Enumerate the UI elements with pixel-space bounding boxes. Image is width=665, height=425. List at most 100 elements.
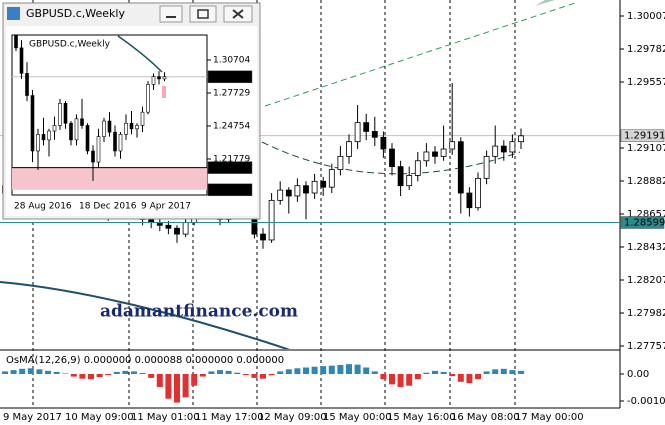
osma-bar [165,374,172,399]
candle-body [406,175,413,187]
candle-body [311,180,318,194]
osma-bar [294,368,301,374]
osma-bar [311,366,318,374]
price-tick-label: 1.28657 [627,209,665,220]
osma-bar [440,371,447,374]
osma-bar [242,374,249,376]
osma-bar [303,367,309,374]
osma-bar [268,374,275,376]
osma-bar [380,374,387,380]
inset-current-price-label-box [207,70,253,84]
inset-candle-body [14,35,18,49]
osma-bar [346,364,352,374]
osma-bar [88,374,94,380]
osma-bar [199,374,206,377]
window-controls[interactable] [159,5,253,23]
window-icon [7,7,20,20]
price-tick-label: 1.30007 [627,11,665,22]
inset-price-label: 1.21779 [213,154,250,164]
restore-button[interactable] [189,5,217,23]
inset-candle-body [85,125,90,152]
osma-bar [131,371,137,374]
inset-candle-body [118,134,123,152]
osma-bar [457,374,464,382]
candle-body [182,221,189,235]
inset-candle-body [146,84,150,113]
osma-bar [466,374,473,384]
osma-bar [19,368,26,374]
osma-bar [96,374,103,378]
time-label: 17 May 00:00 [515,412,584,423]
osma-bar [156,374,163,387]
osma-bar [363,367,370,374]
candle-body [371,131,378,138]
inset-moving-average [117,35,163,73]
inset-candle-body [102,120,106,137]
candle-body [285,189,292,197]
arrow-marker [535,0,555,6]
candle-body [414,160,421,176]
price-tick-label: 1.28432 [627,242,665,253]
inset-candle-body [91,150,95,163]
watermark: adamantfinance.com [100,302,298,322]
osma-bar [225,370,232,374]
osma-bar [518,370,524,374]
osma-bar [62,373,69,374]
osma-bar [174,374,180,403]
osma-bar [79,374,86,379]
osma-bar [337,364,344,374]
candle-body [440,148,447,157]
candle-body [260,233,266,241]
time-label: 16 May 08:00 [451,412,520,423]
osma-bar [397,374,404,387]
inset-current-price-label: 1.29191 [211,72,248,82]
osma-bar [449,374,456,377]
osma-bar [285,369,292,374]
inset-candle-body [129,122,134,130]
candle-body [518,135,524,143]
inset-candle-body [151,76,156,85]
channel-line [264,2,576,107]
inset-candle-body [30,95,35,152]
osma-bar [354,364,361,374]
zone-top-label-box [207,161,253,174]
osma-bar [234,372,241,374]
inset-candle-body [107,120,112,133]
time-label: 11 May 17:00 [195,412,264,423]
inset-candle-body [96,136,101,163]
indicator-label: OsMA(12,26,9) 0.000000 0.000088 0.000000… [6,355,284,366]
moving-average [0,281,291,349]
minimize-button[interactable] [159,5,183,23]
candle-body [148,219,155,223]
indicator-tick-label: -0.00104 [627,396,665,407]
candle-body [449,141,456,150]
candle-body [165,224,172,229]
zone-bottom-label-box [207,183,253,197]
inset-date-label: 18 Dec 2016 [79,202,137,212]
inset-price-label: 1.24754 [213,121,250,131]
osma-bar [432,370,438,374]
osma-bar [509,370,516,374]
candle-body [397,166,404,187]
inset-candle-body [52,125,57,132]
level-price-label: 1.28599 [624,218,665,229]
inset-candle-body [19,47,24,74]
candle-body [320,180,327,188]
osma-bar [260,374,266,379]
osma-bar [414,374,421,380]
close-icon [232,9,244,19]
osma-bar [53,371,60,374]
time-label: 9 May 2017 [3,412,62,423]
time-label: 10 May 09:00 [65,412,134,423]
inset-date-label: 28 Aug 2016 [14,202,72,212]
price-tick-label: 1.28207 [627,275,665,286]
osma-bar [483,371,490,374]
osma-bar [36,369,43,374]
price-tick-label: 1.27982 [627,308,665,319]
inset-candle-body [113,131,117,152]
inset-marker [162,86,166,98]
price-tick-label: 1.28882 [627,176,665,187]
candle-body [432,151,438,157]
candle-body [380,136,387,150]
osma-bar [10,370,17,374]
